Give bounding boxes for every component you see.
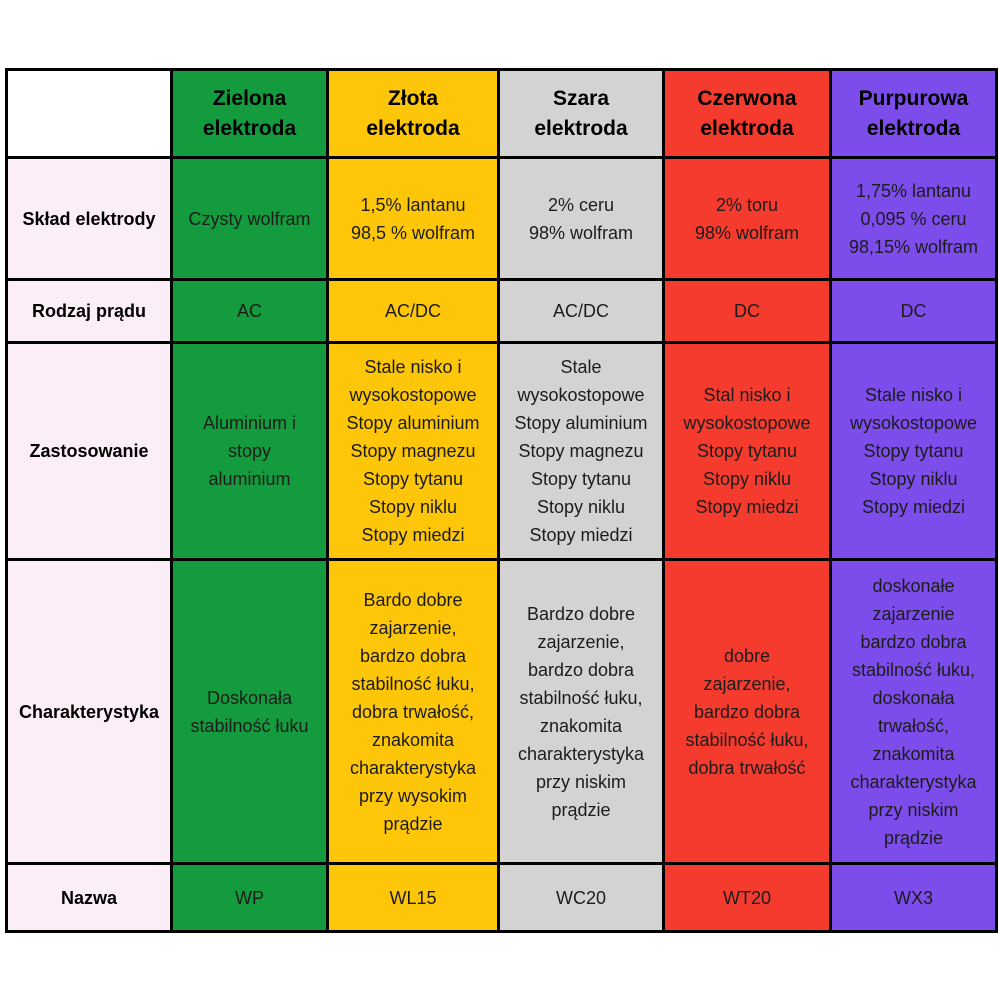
row-label-zastosowanie: Zastosowanie [5,341,173,561]
table-cell: WL15 [326,862,500,933]
table-cell: 2% ceru 98% wolfram [497,156,665,281]
table-cell: 1,75% lantanu 0,095 % ceru 98,15% wolfra… [829,156,998,281]
table-row-charakterystyka: Charakterystyka Doskonała stabilność łuk… [5,558,998,865]
table-cell: Stale wysokostopowe Stopy aluminium Stop… [497,341,665,561]
table-cell: 1,5% lantanu 98,5 % wolfram [326,156,500,281]
table-row-sklad-elektrody: Skład elektrody Czysty wolfram 1,5% lant… [5,156,998,281]
corner-cell [5,68,173,159]
table-cell: Aluminium i stopy aluminium [170,341,329,561]
column-header-czerwona: Czerwona elektroda [662,68,832,159]
table-cell: Czysty wolfram [170,156,329,281]
table-cell: doskonałe zajarzenie bardzo dobra stabil… [829,558,998,865]
column-header-szara: Szara elektroda [497,68,665,159]
table-cell: 2% toru 98% wolfram [662,156,832,281]
table-cell: dobre zajarzenie, bardzo dobra stabilnoś… [662,558,832,865]
header-row: Zielona elektroda Złota elektroda Szara … [5,68,998,159]
table-cell: WT20 [662,862,832,933]
table-cell: Doskonała stabilność łuku [170,558,329,865]
table-row-nazwa: Nazwa WP WL15 WC20 WT20 WX3 [5,862,998,933]
table-cell: Bardo dobre zajarzenie, bardzo dobra sta… [326,558,500,865]
electrode-comparison-table: Zielona elektroda Złota elektroda Szara … [5,68,998,933]
table-cell: AC/DC [497,278,665,344]
table-cell: WP [170,862,329,933]
table-cell: WC20 [497,862,665,933]
row-label-charakterystyka: Charakterystyka [5,558,173,865]
table-cell: Stale nisko i wysokostopowe Stopy alumin… [326,341,500,561]
table-cell: Bardzo dobre zajarzenie, bardzo dobra st… [497,558,665,865]
table-cell: Stal nisko i wysokostopowe Stopy tytanu … [662,341,832,561]
table-cell: AC [170,278,329,344]
column-header-zlota: Złota elektroda [326,68,500,159]
row-label-rodzaj-pradu: Rodzaj prądu [5,278,173,344]
column-header-purpurowa: Purpurowa elektroda [829,68,998,159]
table-cell: AC/DC [326,278,500,344]
table-row-zastosowanie: Zastosowanie Aluminium i stopy aluminium… [5,341,998,561]
table-row-rodzaj-pradu: Rodzaj prądu AC AC/DC AC/DC DC DC [5,278,998,344]
table-cell: Stale nisko i wysokostopowe Stopy tytanu… [829,341,998,561]
column-header-zielona: Zielona elektroda [170,68,329,159]
table-cell: WX3 [829,862,998,933]
row-label-nazwa: Nazwa [5,862,173,933]
row-label-sklad-elektrody: Skład elektrody [5,156,173,281]
table-cell: DC [829,278,998,344]
table-cell: DC [662,278,832,344]
